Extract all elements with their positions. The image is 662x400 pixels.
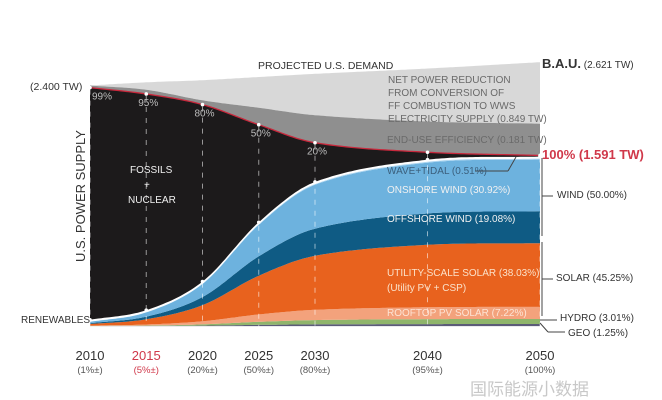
geo-leader: [539, 322, 549, 333]
fossil-share-label: 50%: [251, 129, 271, 140]
watermark: 国际能源小数据: [470, 380, 589, 399]
net-reduction-area: [90, 62, 540, 124]
y-axis-title: U.S. POWER SUPPLY: [73, 130, 88, 262]
projected-demand-label: PROJECTED U.S. DEMAND: [258, 60, 394, 72]
data-point: [256, 220, 261, 225]
x-tick-note: (1%±): [77, 365, 103, 376]
x-tick-note: (20%±): [187, 365, 218, 376]
data-point: [313, 180, 317, 184]
hydro-label: HYDRO (3.01%): [560, 313, 634, 324]
geo-label: GEO (1.25%): [568, 328, 629, 339]
net-reduction-line: FF COMBUSTION TO WWS: [388, 101, 516, 112]
bau-value: (2.621 TW): [583, 60, 634, 71]
data-point: [313, 140, 317, 145]
x-tick-note: (80%±): [299, 365, 331, 376]
bau-label: B.A.U. (2.621 TW): [542, 56, 634, 71]
data-point: [144, 92, 149, 96]
x-tick-year: 2015: [131, 348, 161, 363]
x-tick-year: 2050: [525, 348, 555, 363]
plus-label: +: [144, 180, 150, 191]
x-tick-note: (5%±): [133, 365, 159, 376]
data-point: [425, 157, 430, 162]
x-tick-year: 2025: [244, 348, 274, 363]
end-use-efficiency-label: END-USE EFFICIENCY (0.181 TW): [387, 135, 547, 146]
offshore-wind-label: OFFSHORE WIND (19.08%): [387, 214, 516, 225]
utility-solar-label: UTILITY-SCALE SOLAR (38.03%): [387, 268, 540, 279]
data-point: [88, 85, 92, 90]
x-tick-label: 2040 (95%±): [398, 348, 458, 378]
solar-total-label: SOLAR (45.25%): [556, 273, 634, 284]
fossil-share-label: 20%: [307, 147, 327, 158]
data-point: [88, 317, 92, 322]
fossil-share-label: 99%: [92, 92, 112, 103]
rooftop-solar-label: ROOFTOP PV SOLAR (7.22%): [387, 308, 527, 319]
fossil-share-label: 80%: [195, 109, 215, 120]
x-tick-label: 2050 (100%): [510, 348, 570, 378]
area-offshore-wind: [90, 211, 540, 324]
x-tick-label: 2030 (80%±): [285, 348, 345, 378]
fossils-label: FOSSILS: [130, 165, 173, 176]
x-tick-year: 2030: [300, 348, 330, 363]
x-tick-label: 2010 (1%±): [60, 348, 120, 378]
x-tick-label: 2025 (50%±): [229, 348, 289, 378]
x-tick-year: 2020: [188, 348, 217, 363]
data-point: [200, 102, 205, 107]
data-point: [144, 308, 149, 313]
onshore-wind-label: ONSHORE WIND (30.92%): [387, 185, 511, 196]
net-reduction-label: NET POWER REDUCTION FROM CONVERSION OF F…: [388, 74, 547, 126]
wind-total-label: WIND (50.00%): [557, 190, 628, 201]
net-reduction-line: NET POWER REDUCTION: [388, 75, 511, 86]
net-reduction-line: ELECTRICITY SUPPLY (0.849 TW): [388, 114, 547, 125]
x-tick-note: (50%±): [243, 365, 275, 376]
x-tick-year: 2010: [75, 348, 105, 363]
target-label: 100% (1.591 TW): [542, 147, 644, 162]
utility-solar-sublabel: (Utility PV + CSP): [387, 283, 467, 294]
wave-leader: [507, 156, 517, 172]
data-point: [538, 154, 542, 159]
data-point: [425, 150, 430, 155]
wave-tidal-label: WAVE+TIDAL (0.51%): [387, 166, 487, 177]
x-tick-year: 2040: [413, 348, 442, 363]
area-utility-scale-solar: [90, 243, 540, 326]
x-tick-label: 2015 (5%±): [116, 348, 176, 378]
renewables-label: RENEWABLES: [21, 315, 91, 326]
bau-title: B.A.U.: [542, 56, 581, 71]
x-tick-label: 2020 (20%±): [173, 348, 233, 378]
start-value-label: (2.400 TW): [30, 81, 83, 93]
fossil-share-label: 95%: [138, 98, 158, 109]
x-tick-note: (100%): [524, 365, 556, 376]
x-tick-note: (95%±): [412, 365, 443, 376]
net-reduction-line: FROM CONVERSION OF: [388, 88, 505, 99]
data-point: [200, 279, 205, 284]
data-point: [256, 122, 261, 127]
nuclear-label: NUCLEAR: [128, 195, 176, 206]
